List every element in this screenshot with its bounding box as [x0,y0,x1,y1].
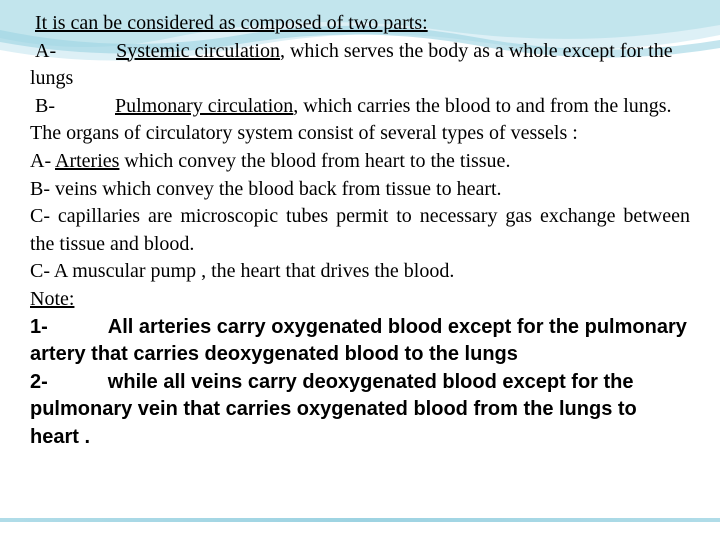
note-2-text: while all veins carry deoxygenated blood… [30,371,637,448]
note-2: 2-while all veins carry deoxygenated blo… [30,369,690,452]
note-1-prefix: 1- [30,316,48,338]
note-label-text: Note: [30,288,74,310]
part-a: A-Systemic circulation, which serves the… [30,38,690,93]
note-2-prefix: 2- [30,371,48,393]
organs-intro: The organs of circulatory system consist… [30,120,690,148]
part-b-prefix: B- [35,95,55,117]
part-a-term: Systemic circulation [116,40,280,62]
vessel-a: A- Arteries which convey the blood from … [30,148,690,176]
vessel-b: B- veins which convey the blood back fro… [30,176,690,204]
vessel-a-term: Arteries [55,150,119,172]
intro-line: It is can be considered as composed of t… [30,10,690,38]
bottom-accent-line [0,518,720,522]
vessel-a-rest: which convey the blood from heart to the… [119,150,510,172]
vessel-c2: C- A muscular pump , the heart that driv… [30,258,690,286]
part-b-term: Pulmonary circulation [115,95,293,117]
note-1: 1-All arteries carry oxygenated blood ex… [30,314,690,369]
intro-text: It is can be considered as composed of t… [35,12,428,34]
note-1-text: All arteries carry oxygenated blood exce… [30,316,687,366]
slide-content: It is can be considered as composed of t… [0,0,720,452]
note-label: Note: [30,286,690,314]
part-b-rest: , which carries the blood to and from th… [293,95,671,117]
vessel-a-prefix: A- [30,150,55,172]
part-a-prefix: A- [35,40,56,62]
part-b: B- Pulmonary circulation, which carries t… [30,93,690,121]
vessel-c: C- capillaries are microscopic tubes per… [30,203,690,258]
